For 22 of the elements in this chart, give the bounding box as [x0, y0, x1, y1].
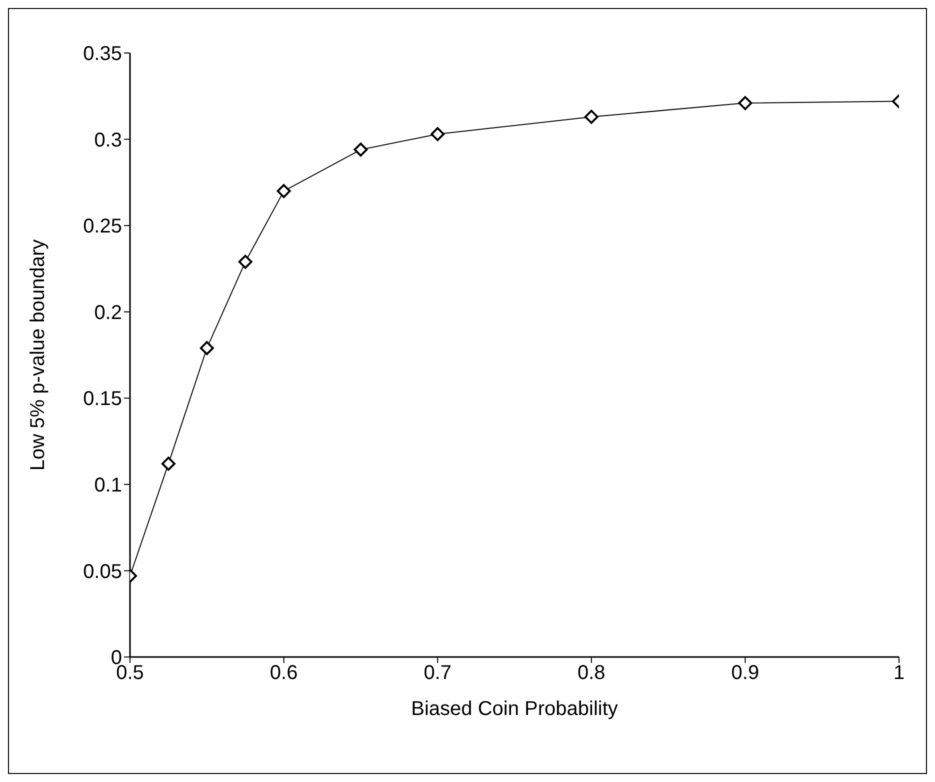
point — [200, 341, 214, 356]
y-tick-label: 0.1 — [94, 474, 122, 497]
point — [161, 456, 176, 471]
point — [584, 110, 598, 124]
point — [238, 254, 252, 269]
x-tick-label: 0.9 — [731, 662, 760, 684]
point — [738, 96, 752, 110]
y-tick-label: 0.25 — [83, 216, 122, 238]
x-tick-label: 0.6 — [270, 662, 298, 684]
y-axis-title: Low 5% p-value boundary — [27, 239, 50, 471]
y-tick-label: 0.35 — [83, 43, 122, 66]
point — [276, 184, 291, 198]
y-tick-label: 0.05 — [83, 560, 122, 583]
x-axis-title: Biased Coin Probability — [411, 698, 618, 720]
y-tick-label: 0.2 — [94, 302, 122, 324]
y-tick-label: 0.15 — [83, 388, 122, 410]
y-tick-label: 0.3 — [94, 129, 122, 152]
x-tick-label: 0.8 — [577, 662, 606, 684]
x-tick-label: 1 — [893, 662, 905, 684]
point — [430, 127, 445, 142]
point — [354, 142, 368, 157]
x-tick-label: 0.7 — [424, 662, 452, 684]
